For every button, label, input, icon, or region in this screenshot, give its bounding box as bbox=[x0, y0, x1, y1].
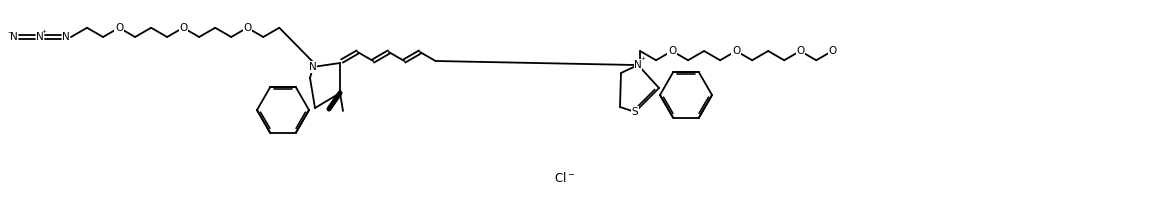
Text: $^-$: $^-$ bbox=[6, 29, 14, 37]
Text: N: N bbox=[10, 32, 17, 42]
Text: O: O bbox=[243, 23, 251, 33]
Text: O: O bbox=[732, 46, 740, 56]
Text: O: O bbox=[179, 23, 187, 33]
Text: S: S bbox=[632, 107, 639, 117]
Text: $^+$: $^+$ bbox=[40, 29, 47, 37]
Text: N: N bbox=[309, 62, 317, 72]
Text: O: O bbox=[668, 46, 676, 56]
Text: N: N bbox=[634, 60, 642, 70]
Text: O: O bbox=[115, 23, 123, 33]
Text: N: N bbox=[36, 32, 44, 42]
Text: O: O bbox=[796, 46, 804, 56]
Text: O: O bbox=[828, 46, 837, 56]
Text: $^+$: $^+$ bbox=[639, 55, 647, 64]
Text: Cl$^-$: Cl$^-$ bbox=[554, 171, 576, 185]
Text: N: N bbox=[62, 32, 69, 42]
